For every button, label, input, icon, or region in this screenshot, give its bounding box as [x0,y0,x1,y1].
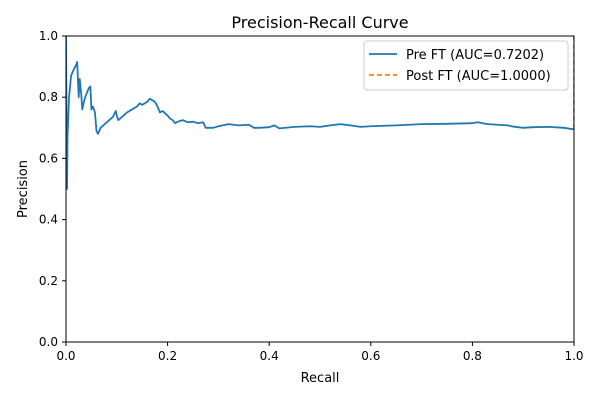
y-tick-label: 0.0 [39,335,58,349]
series-line-pre-ft [66,36,574,190]
y-axis-ticks: 0.0 0.2 0.4 0.6 0.8 1.0 [39,29,66,349]
x-tick-label: 0.4 [260,349,279,363]
y-tick-label: 1.0 [39,29,58,43]
legend-label-post-ft: Post FT (AUC=1.0000) [406,69,551,84]
y-tick-label: 0.2 [39,274,58,288]
y-tick-label: 0.4 [39,213,58,227]
y-axis-label: Precision [16,160,31,218]
x-tick-label: 0.0 [56,349,75,363]
legend: Pre FT (AUC=0.7202) Post FT (AUC=1.0000) [363,40,569,91]
x-axis-ticks: 0.0 0.2 0.4 0.6 0.8 1.0 [56,342,584,363]
x-tick-label: 0.8 [463,349,482,363]
series-layer [66,36,574,190]
y-tick-label: 0.6 [39,151,58,165]
plot-area [65,35,575,343]
legend-label-pre-ft: Pre FT (AUC=0.7202) [406,48,544,63]
plot-frame [65,35,575,343]
legend-box [363,40,569,91]
x-tick-label: 0.6 [361,349,380,363]
x-axis-label: Recall [301,371,340,386]
x-tick-label: 0.2 [158,349,177,363]
chart-title: Precision-Recall Curve [231,13,408,32]
y-tick-label: 0.8 [39,90,58,104]
x-tick-label: 1.0 [564,349,583,363]
